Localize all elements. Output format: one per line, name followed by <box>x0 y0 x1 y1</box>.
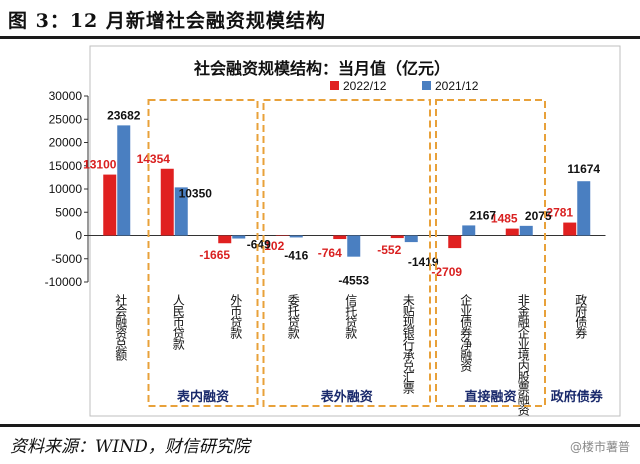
bars <box>103 125 591 257</box>
data-label-2022-6: -2709 <box>431 265 462 279</box>
data-label-2022-8: 2781 <box>546 206 573 220</box>
x-label-7: 非金融企业境内股票融资 <box>516 294 530 417</box>
group-boxes: 表内融资 表外融资 直接融资 政府债券 <box>147 99 604 407</box>
y-tick-label: -10000 <box>45 275 83 289</box>
x-label-3: 委托贷款 <box>286 294 300 340</box>
y-axis: -10000 -5000 0 5000 10000 15000 20000 25000 3000… <box>45 89 606 289</box>
bar-2022-0 <box>103 174 117 236</box>
legend-swatch-1 <box>422 81 431 90</box>
group-box-2 <box>435 99 546 407</box>
data-label-2021-4: -4553 <box>338 274 369 288</box>
bar-2021-3 <box>289 235 303 238</box>
data-label-2021-5: -1419 <box>408 255 439 269</box>
group-label-1: 表外融资 <box>320 389 373 405</box>
data-label-2021-3: -416 <box>284 248 308 262</box>
data-label-2021-7: 2075 <box>525 209 552 223</box>
data-label-2021-2: -649 <box>247 238 271 252</box>
data-label-2022-7: 1485 <box>491 212 518 226</box>
data-label-2022-2: -1665 <box>199 248 230 262</box>
bar-2021-7 <box>519 225 533 236</box>
data-label-2022-4: -764 <box>318 246 342 260</box>
figure-title: 图 3：12 月新增社会融资规模结构 <box>8 10 326 32</box>
data-label-2022-0: 13100 <box>83 158 117 172</box>
bar-2021-5 <box>404 235 418 243</box>
bar-2022-4 <box>333 235 347 240</box>
y-tick-label: -5000 <box>51 252 82 266</box>
source-rule <box>0 424 640 427</box>
x-label-1: 人民币贷款 <box>171 294 185 351</box>
y-tick-label: 10000 <box>49 182 83 196</box>
legend: 2022/12 2021/12 <box>330 79 479 93</box>
group-box-1 <box>262 99 431 407</box>
x-label-2: 外币贷款 <box>229 294 243 340</box>
bar-2022-7 <box>505 228 519 236</box>
data-label-2022-5: -552 <box>377 243 401 257</box>
y-tick-label: 5000 <box>55 205 82 219</box>
x-label-6: 企业债券净融资 <box>459 293 473 373</box>
legend-swatch-0 <box>330 81 339 90</box>
y-tick-label: 15000 <box>49 159 83 173</box>
x-label-4: 信托贷款 <box>344 294 358 340</box>
data-labels: 13100 14354 -1665 -102 -764 -552 -2709 1485 2781… <box>83 108 600 287</box>
group-label-3: 政府债券 <box>551 389 604 405</box>
group-label-2: 直接融资 <box>464 389 516 405</box>
data-label-2021-0: 23682 <box>107 108 141 122</box>
chart: 社会融资规模结构：当月值（亿元） 2022/12 2021/12 -10000 -5… <box>45 45 621 417</box>
legend-label-0: 2022/12 <box>343 79 387 93</box>
x-axis-labels: 社会融资总额 人民币贷款 外币贷款 委托贷款 信托贷款 未贴现银行承兑汇票 企业债券净融资 非… <box>114 293 588 417</box>
y-tick-label: 0 <box>75 229 82 243</box>
bar-2021-0 <box>117 125 131 236</box>
data-label-2021-6: 2167 <box>469 208 496 222</box>
x-label-0: 社会融资总额 <box>114 293 128 362</box>
watermark: @楼市薯普 <box>569 440 630 454</box>
y-tick-label: 30000 <box>49 89 83 103</box>
bar-2022-6 <box>448 235 462 249</box>
group-label-0: 表内融资 <box>176 389 229 405</box>
bar-2021-6 <box>462 225 476 236</box>
legend-label-1: 2021/12 <box>435 79 479 93</box>
bar-2022-8 <box>563 222 577 236</box>
x-label-5: 未贴现银行承兑汇票 <box>401 294 415 394</box>
y-tick-label: 20000 <box>49 136 83 150</box>
group-box-0 <box>147 99 259 407</box>
data-label-2021-1: 10350 <box>179 186 213 200</box>
source-note: 资料来源：WIND，财信研究院 <box>10 437 250 457</box>
data-label-2022-1: 14354 <box>137 152 171 166</box>
bar-2021-4 <box>347 235 361 257</box>
y-tick-label: 25000 <box>49 112 83 126</box>
bar-2021-2 <box>232 235 246 239</box>
data-label-2022-3: -102 <box>260 239 284 253</box>
bar-2021-1 <box>174 187 188 236</box>
x-label-8: 政府债券 <box>574 294 588 339</box>
title-rule <box>0 36 640 39</box>
bar-2021-8 <box>577 181 591 236</box>
bar-2022-1 <box>160 168 174 236</box>
data-label-2021-8: 11674 <box>567 162 600 176</box>
bar-2022-2 <box>218 235 232 244</box>
bar-2022-3 <box>275 235 289 236</box>
bar-2022-5 <box>390 235 404 239</box>
chart-title: 社会融资规模结构：当月值（亿元） <box>193 59 450 78</box>
